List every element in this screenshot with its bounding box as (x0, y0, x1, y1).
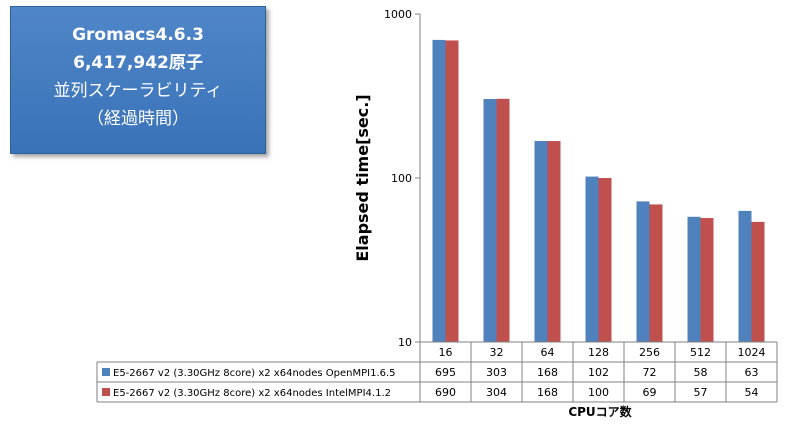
bar-openmpi (738, 210, 752, 342)
bar-intelmpi (700, 218, 714, 342)
title-software: Gromacs4.6.3 (72, 25, 204, 45)
bar-openmpi (483, 99, 497, 342)
data-value-label: 58 (694, 366, 708, 379)
legend-series-name: E5-2667 v2 (3.30GHz 8core) x2 x64nodes I… (113, 388, 391, 399)
data-value-label: 168 (537, 386, 558, 399)
x-category-label: 128 (588, 346, 609, 359)
x-category-label: 32 (490, 346, 504, 359)
bar-openmpi (432, 39, 446, 343)
bar-intelmpi (598, 178, 612, 342)
legend-series-name: E5-2667 v2 (3.30GHz 8core) x2 x64nodes O… (113, 368, 396, 379)
data-value-label: 54 (745, 386, 759, 399)
bar-intelmpi (547, 141, 561, 342)
bar-openmpi (534, 141, 548, 342)
bar-openmpi (636, 201, 650, 342)
x-category-label: 64 (541, 346, 555, 359)
legend-swatch (102, 388, 110, 396)
data-value-label: 168 (537, 366, 558, 379)
data-value-label: 303 (486, 366, 507, 379)
x-axis-label: CPUコア数 (568, 404, 632, 419)
data-value-label: 69 (643, 386, 657, 399)
data-value-label: 690 (435, 386, 456, 399)
bar-intelmpi (496, 98, 510, 342)
bar-intelmpi (751, 221, 765, 342)
y-tick-label: 1000 (384, 8, 412, 21)
bar-openmpi (687, 216, 701, 342)
chart-title-box: Gromacs4.6.3 6,417,942原子 並列スケーラビリティ （経過時… (10, 6, 266, 154)
y-tick-label: 100 (391, 172, 412, 185)
data-value-label: 72 (643, 366, 657, 379)
x-category-label: 512 (690, 346, 711, 359)
x-category-label: 1024 (738, 346, 766, 359)
data-value-label: 304 (486, 386, 507, 399)
x-category-label: 256 (639, 346, 660, 359)
title-elapsed: （経過時間） (87, 109, 189, 129)
x-category-label: 16 (439, 346, 453, 359)
y-axis-label: Elapsed time[sec.] (353, 94, 372, 261)
y-tick-label: 10 (398, 336, 412, 349)
data-value-label: 102 (588, 366, 609, 379)
data-value-label: 100 (588, 386, 609, 399)
title-atom-count: 6,417,942原子 (73, 53, 203, 73)
bar-intelmpi (445, 40, 459, 343)
bar-openmpi (585, 176, 599, 342)
data-value-label: 695 (435, 366, 456, 379)
bar-intelmpi (649, 204, 663, 342)
data-value-label: 63 (745, 366, 759, 379)
legend-swatch (102, 368, 110, 376)
title-scalability: 並列スケーラビリティ (53, 81, 223, 101)
data-value-label: 57 (694, 386, 708, 399)
